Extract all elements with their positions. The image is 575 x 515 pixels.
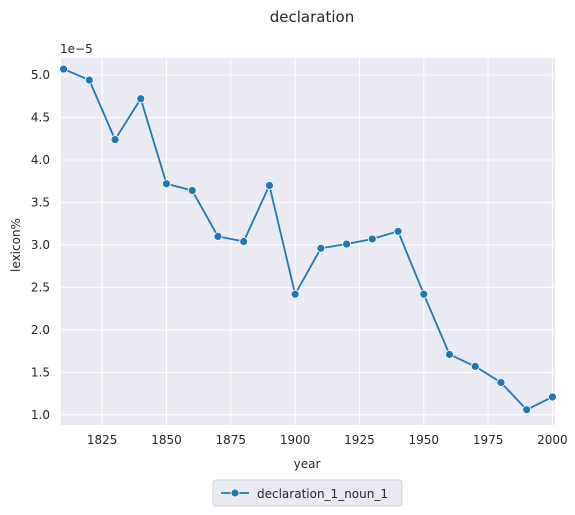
y-axis-offset-label: 1e−5 bbox=[60, 42, 93, 56]
y-axis-label: lexicon% bbox=[9, 218, 23, 272]
legend-box bbox=[212, 479, 403, 507]
legend: declaration_1_noun_1 bbox=[212, 479, 403, 507]
legend-marker-swatch bbox=[230, 488, 240, 498]
data-point bbox=[316, 243, 326, 253]
data-point bbox=[342, 239, 351, 249]
data-point bbox=[110, 135, 120, 144]
data-point bbox=[84, 75, 94, 85]
y-tick-label: 4.0 bbox=[31, 153, 50, 167]
data-point bbox=[393, 226, 403, 236]
series-layer bbox=[59, 64, 557, 415]
data-point bbox=[187, 186, 197, 195]
y-tick-label: 2.5 bbox=[31, 280, 50, 294]
x-axis-ticks: 1825 1850 1875 1900 1925 1950 1975 2000 bbox=[87, 433, 568, 447]
grid-lines bbox=[61, 58, 555, 425]
data-point bbox=[419, 289, 429, 299]
x-tick-label: 1875 bbox=[216, 433, 247, 447]
x-tick-label: 1975 bbox=[473, 433, 504, 447]
y-tick-label: 4.5 bbox=[31, 110, 50, 124]
chart-title: declaration bbox=[270, 8, 354, 26]
data-point bbox=[59, 64, 68, 74]
data-point bbox=[522, 405, 532, 415]
data-point bbox=[290, 289, 300, 299]
x-tick-label: 1825 bbox=[87, 433, 118, 447]
legend-entry-label: declaration_1_noun_1 bbox=[257, 487, 388, 501]
data-point bbox=[496, 378, 506, 387]
data-point bbox=[265, 181, 274, 190]
x-tick-label: 1850 bbox=[151, 433, 182, 447]
y-tick-label: 3.0 bbox=[31, 238, 50, 252]
data-point bbox=[162, 179, 171, 189]
data-point bbox=[445, 350, 454, 359]
data-point bbox=[367, 234, 377, 244]
y-tick-label: 2.0 bbox=[31, 323, 50, 337]
data-point bbox=[136, 94, 146, 104]
y-tick-label: 3.5 bbox=[31, 195, 50, 209]
x-axis-label: year bbox=[294, 457, 321, 471]
x-tick-label: 1925 bbox=[344, 433, 375, 447]
x-tick-label: 1950 bbox=[409, 433, 440, 447]
data-point bbox=[213, 232, 223, 241]
x-tick-label: 2000 bbox=[537, 433, 568, 447]
data-point bbox=[470, 361, 480, 371]
y-tick-label: 1.0 bbox=[31, 408, 50, 422]
series-line bbox=[63, 68, 553, 411]
y-tick-label: 5.0 bbox=[31, 68, 50, 82]
y-axis-ticks: 1.0 1.5 2.0 2.5 3.0 3.5 4.0 4.5 5.0 bbox=[31, 68, 50, 422]
data-point bbox=[548, 392, 557, 402]
y-tick-label: 1.5 bbox=[31, 365, 50, 379]
data-point bbox=[239, 237, 249, 246]
x-tick-label: 1900 bbox=[280, 433, 311, 447]
